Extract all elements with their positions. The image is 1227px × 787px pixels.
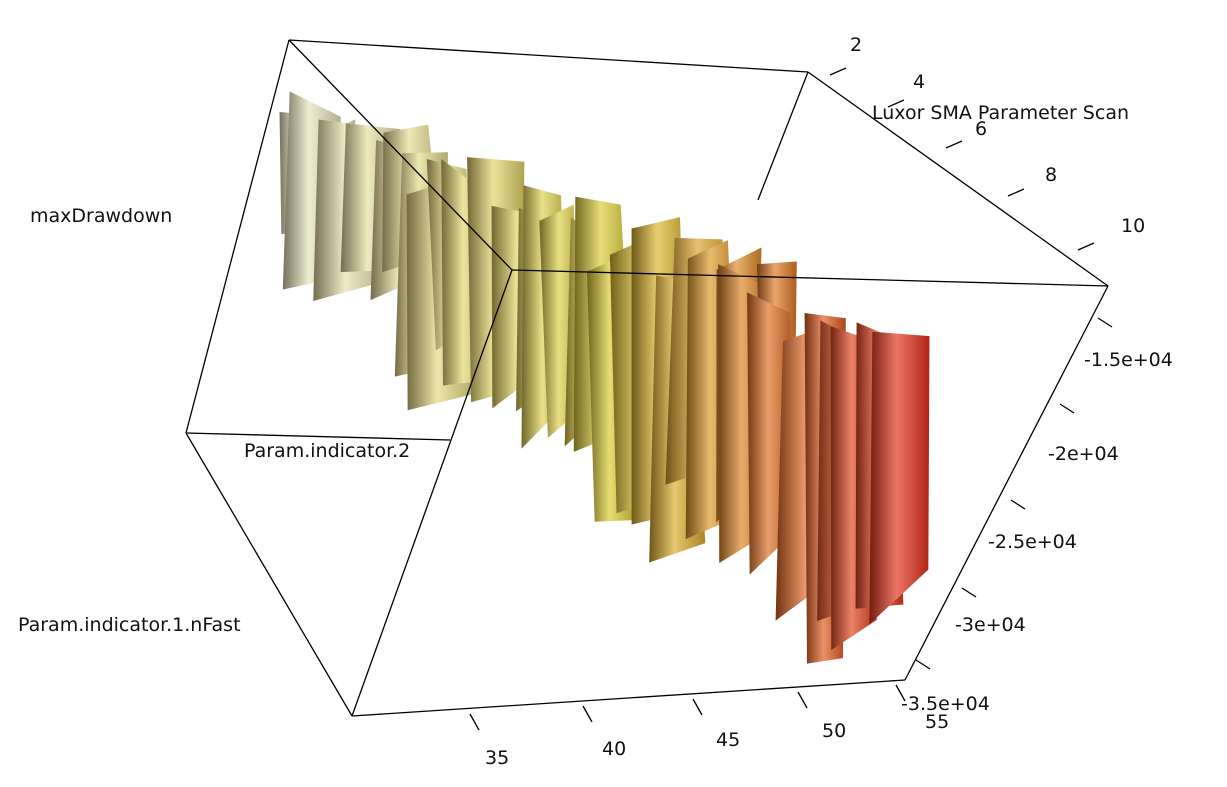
slow-tick-labels: 35 40 45 50 55: [485, 711, 949, 769]
fast-axis-ticks: [829, 67, 1095, 251]
slow-axis-ticks: [469, 684, 906, 731]
fast-tick-label: 8: [1045, 164, 1057, 186]
z-tick-label: -2.5e+04: [988, 531, 1077, 553]
z-tick-label: -3.5e+04: [901, 693, 990, 715]
slow-tick-label: 40: [602, 738, 626, 760]
fast-tick-labels: 2 4 6 8 10: [850, 34, 1145, 237]
fast-tick-label: 10: [1121, 215, 1145, 237]
fast-tick-label: 4: [913, 71, 925, 93]
z-tick-labels: -1.5e+04 -2e+04 -2.5e+04 -3e+04 -3.5e+04: [901, 349, 1173, 715]
surface-mesh: [279, 91, 930, 664]
z-axis-ticks: [915, 317, 1113, 670]
slow-tick-label: 35: [485, 747, 509, 769]
z-tick-label: -3e+04: [955, 614, 1026, 636]
bounding-box: [185, 39, 1109, 717]
fast-axis-label: Param.indicator.1.nFast: [18, 614, 241, 636]
slow-tick-label: 50: [822, 720, 846, 742]
slow-tick-label: 55: [925, 711, 949, 733]
slow-axis-label: Param.indicator.2: [244, 440, 410, 462]
z-tick-label: -2e+04: [1048, 443, 1119, 465]
slow-tick-label: 45: [716, 729, 740, 751]
z-axis-label: maxDrawdown: [30, 205, 172, 227]
fast-tick-label: 2: [850, 34, 862, 56]
chart-title: Luxor SMA Parameter Scan: [872, 102, 1129, 124]
surface-facet: [869, 331, 930, 625]
fast-tick-label: 6: [975, 118, 987, 140]
z-tick-label: -1.5e+04: [1084, 349, 1173, 371]
